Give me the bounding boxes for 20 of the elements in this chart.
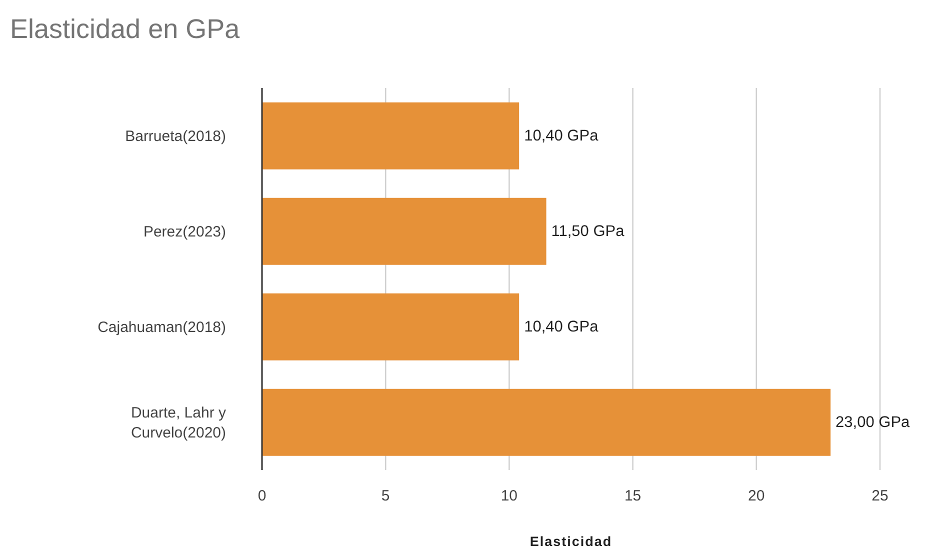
x-tick-label: 25 bbox=[872, 488, 888, 505]
data-label: 10,40 GPa bbox=[524, 318, 599, 336]
x-tick-label: 10 bbox=[500, 488, 518, 505]
x-tick-label: 0 bbox=[258, 488, 266, 505]
x-axis-title: Elasticidad bbox=[530, 534, 612, 549]
bar bbox=[262, 198, 546, 265]
y-tick-label: Perez(2023) bbox=[143, 222, 226, 240]
y-tick-label: Barrueta(2018) bbox=[125, 127, 226, 144]
data-label: 23,00 GPa bbox=[836, 414, 910, 431]
chart-title: Elasticidad en GPa bbox=[10, 14, 240, 45]
bar bbox=[262, 388, 831, 456]
y-tick-label: Duarte, Lahr y Curvelo(2020) bbox=[130, 404, 226, 441]
bar bbox=[262, 293, 520, 360]
bar bbox=[262, 102, 520, 170]
x-tick-label: 15 bbox=[624, 488, 642, 505]
x-tick-label: 20 bbox=[748, 488, 765, 505]
x-tick-label: 5 bbox=[381, 488, 390, 505]
y-tick-label: Cajahuaman(2018) bbox=[98, 318, 226, 336]
data-label: 11,50 GPa bbox=[551, 222, 625, 240]
data-label: 10,40 GPa bbox=[524, 127, 599, 144]
